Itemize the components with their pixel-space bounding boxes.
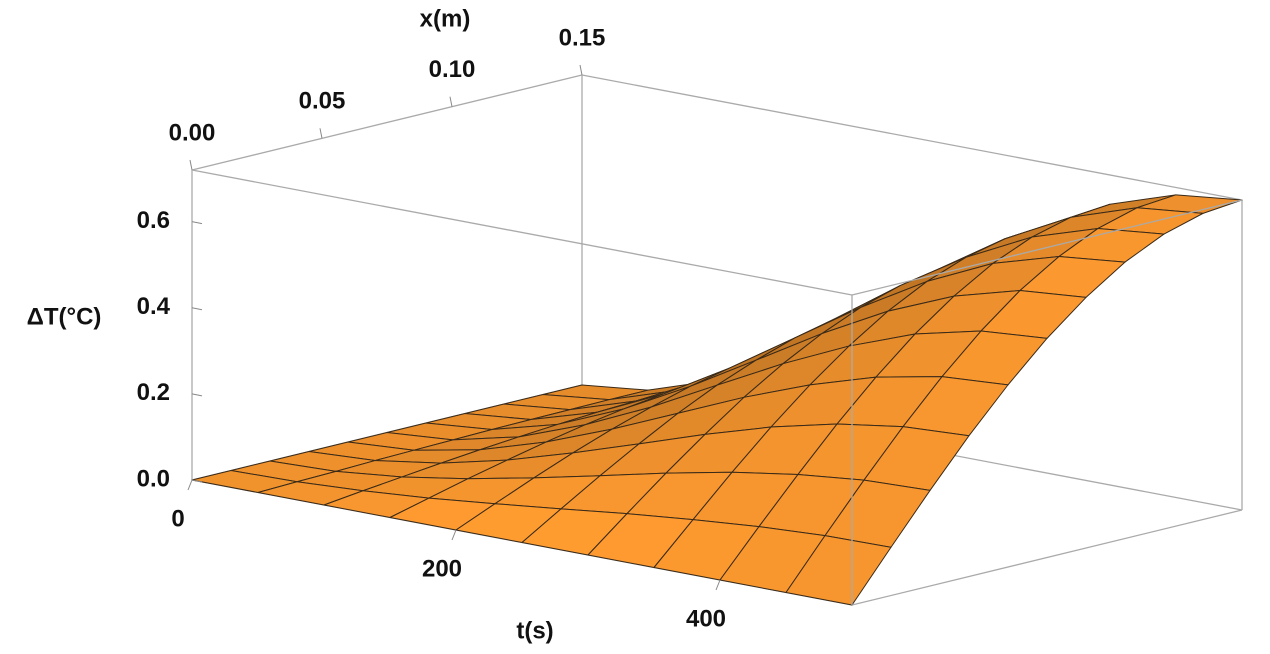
z-axis-label: ΔT(°C) (27, 303, 102, 330)
box-edge (851, 199, 1243, 296)
box-front (191, 169, 1243, 605)
z-tick (191, 479, 203, 483)
x-tick-label: 0 (171, 505, 184, 532)
y-tick (319, 128, 323, 139)
y-tick (579, 64, 583, 76)
surface-patch (785, 535, 892, 606)
z-tick-label: 0.4 (137, 293, 171, 320)
x-tick-label: 200 (422, 555, 462, 582)
z-tick (191, 393, 203, 397)
box-edge (851, 509, 1243, 606)
x-tick (451, 529, 457, 541)
z-tick-label: 0.2 (137, 379, 170, 406)
x-tick (187, 479, 193, 491)
box-edge (191, 74, 583, 171)
z-tick-label: 0.0 (137, 465, 170, 492)
y-tick-label: 0.15 (559, 24, 606, 51)
z-tick (191, 307, 203, 311)
z-tick (191, 221, 203, 225)
box-edge (191, 169, 853, 296)
box-edge (581, 74, 1243, 201)
x-axis-label: t(s) (516, 617, 553, 644)
y-axis-label: x(m) (420, 5, 471, 32)
x-tick (715, 579, 721, 591)
surface (191, 194, 1243, 606)
y-tick-label: 0.00 (169, 119, 216, 146)
y-tick-label: 0.10 (429, 56, 476, 83)
labels: x(m) t(s) ΔT(°C) 0 200 400 0.00 0.05 0.10 0.15… (27, 5, 726, 644)
z-tick-label: 0.6 (137, 207, 170, 234)
y-tick (189, 159, 193, 171)
y-tick (449, 96, 453, 107)
x-tick-label: 400 (686, 605, 726, 632)
y-tick-label: 0.05 (299, 88, 346, 115)
